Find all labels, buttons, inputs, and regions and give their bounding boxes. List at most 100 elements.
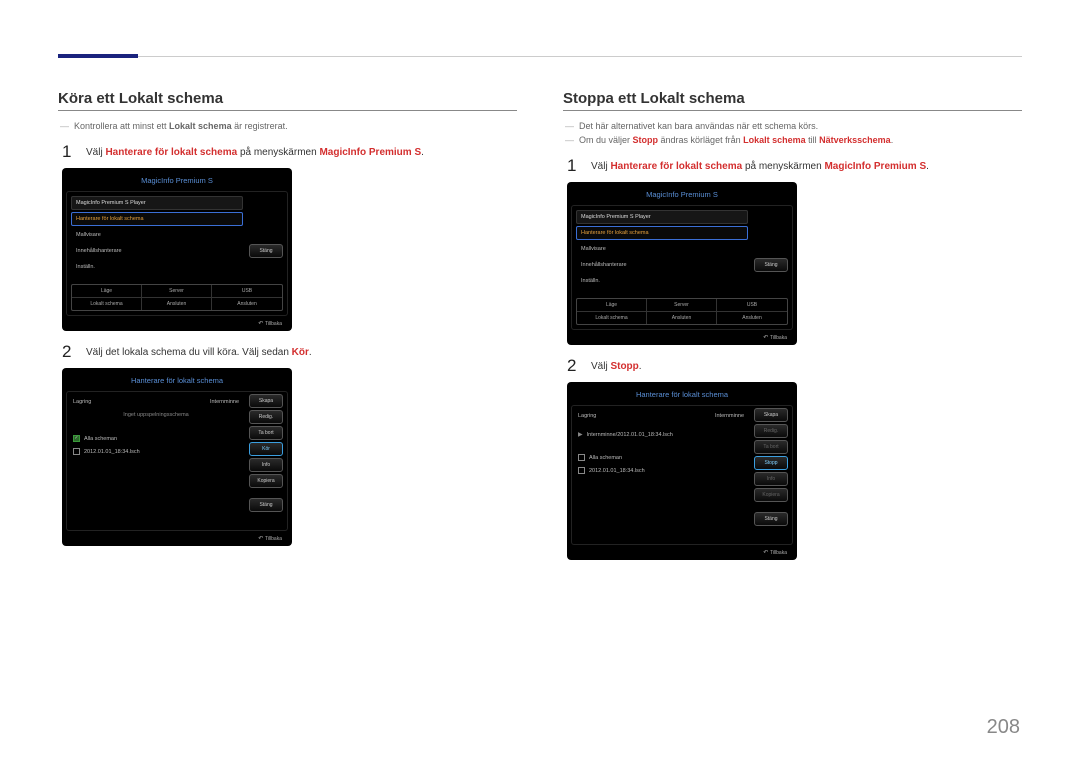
- status-table: Läge Server USB Lokalt schema Ansluten A…: [71, 284, 283, 311]
- back-footer[interactable]: Tillbaka: [66, 316, 288, 329]
- step-number: 1: [567, 157, 581, 174]
- menu-item-installn[interactable]: Inställn.: [71, 260, 243, 274]
- menu-item-hanterare[interactable]: Hanterare för lokalt schema: [71, 212, 243, 226]
- skapa-button[interactable]: Skapa: [249, 394, 283, 408]
- redig-button[interactable]: Redig.: [754, 424, 788, 438]
- step-text: Välj Hanterare för lokalt schema på meny…: [591, 157, 929, 174]
- kopiera-button[interactable]: Kopiera: [754, 488, 788, 502]
- storage-row: Lagring Internminne: [71, 396, 241, 408]
- screen-title: MagicInfo Premium S: [571, 186, 793, 205]
- screen-body: Lagring Internminne ▶ Internminne/2012.0…: [571, 405, 793, 545]
- all-label: Alla scheman: [589, 455, 622, 461]
- td-lage: Lokalt schema: [72, 298, 142, 310]
- playing-row: ▶ Internminne/2012.01.01_18:34.lsch: [576, 428, 746, 441]
- screenshot-left-2: Hanterare för lokalt schema Lagring Inte…: [62, 368, 292, 546]
- right-step-2: 2 Välj Stopp.: [567, 357, 1022, 374]
- storage-row: Lagring Internminne: [576, 410, 746, 422]
- kor-button[interactable]: Kör: [249, 442, 283, 456]
- checkbox-icon[interactable]: [73, 448, 80, 455]
- play-icon: ▶: [578, 431, 583, 438]
- info-button[interactable]: Info: [754, 472, 788, 486]
- menu-item-innehall[interactable]: Innehållshanterare: [71, 244, 243, 258]
- all-schemas-row[interactable]: ✓ Alla scheman: [71, 432, 241, 445]
- th-lage: Läge: [577, 299, 647, 312]
- left-note: Kontrollera att minst ett Lokalt schema …: [58, 121, 517, 131]
- th-server: Server: [647, 299, 717, 312]
- td-server: Ansluten: [142, 298, 212, 310]
- storage-value: Internminne: [715, 413, 744, 419]
- td-usb: Ansluten: [212, 298, 282, 310]
- info-button[interactable]: Info: [249, 458, 283, 472]
- stang-button[interactable]: Stäng: [754, 512, 788, 526]
- left-step-1: 1 Välj Hanterare för lokalt schema på me…: [62, 143, 517, 160]
- file-label: 2012.01.01_18:34.lsch: [84, 449, 140, 455]
- screenshot-left-1: MagicInfo Premium S MagicInfo Premium S …: [62, 168, 292, 331]
- td-lage: Lokalt schema: [577, 312, 647, 324]
- menu-item-mallvisare[interactable]: Mallvisare: [71, 228, 243, 242]
- back-footer[interactable]: Tillbaka: [571, 545, 793, 558]
- close-button[interactable]: Stäng: [249, 244, 283, 258]
- redig-button[interactable]: Redig.: [249, 410, 283, 424]
- th-usb: USB: [717, 299, 787, 312]
- checkbox-icon[interactable]: [578, 467, 585, 474]
- all-schemas-row[interactable]: Alla scheman: [576, 451, 746, 464]
- stopp-button[interactable]: Stopp: [754, 456, 788, 470]
- menu-item-installn[interactable]: Inställn.: [576, 274, 748, 288]
- screen-body: Lagring Internminne Inget uppspelningssc…: [66, 391, 288, 531]
- td-server: Ansluten: [647, 312, 717, 324]
- screen-body: MagicInfo Premium S Player Hanterare för…: [571, 205, 793, 330]
- menu-item-hanterare[interactable]: Hanterare för lokalt schema: [576, 226, 748, 240]
- right-heading: Stoppa ett Lokalt schema: [563, 90, 1022, 111]
- schema-file-row[interactable]: 2012.01.01_18:34.lsch: [576, 464, 746, 477]
- menu-list: MagicInfo Premium S Player Hanterare för…: [576, 210, 748, 288]
- step-text: Välj Hanterare för lokalt schema på meny…: [86, 143, 424, 160]
- content-columns: Köra ett Lokalt schema Kontrollera att m…: [58, 90, 1022, 763]
- checkbox-icon[interactable]: [578, 454, 585, 461]
- kopiera-button[interactable]: Kopiera: [249, 474, 283, 488]
- step-text: Välj Stopp.: [591, 357, 642, 374]
- left-heading: Köra ett Lokalt schema: [58, 90, 517, 111]
- playing-file: Internminne/2012.01.01_18:34.lsch: [587, 432, 673, 438]
- screen-title: Hanterare för lokalt schema: [571, 386, 793, 405]
- back-footer[interactable]: Tillbaka: [571, 330, 793, 343]
- stang-button[interactable]: Stäng: [249, 498, 283, 512]
- header-accent: [58, 54, 138, 58]
- back-footer[interactable]: Tillbaka: [66, 531, 288, 544]
- menu-head: MagicInfo Premium S Player: [576, 210, 748, 224]
- storage-value: Internminne: [210, 399, 239, 405]
- file-label: 2012.01.01_18:34.lsch: [589, 468, 645, 474]
- screen-body: MagicInfo Premium S Player Hanterare för…: [66, 191, 288, 316]
- step-number: 2: [62, 343, 76, 360]
- th-lage: Läge: [72, 285, 142, 298]
- skapa-button[interactable]: Skapa: [754, 408, 788, 422]
- right-note-1: Det här alternativet kan bara användas n…: [563, 121, 1022, 131]
- screenshot-right-2: Hanterare för lokalt schema Lagring Inte…: [567, 382, 797, 560]
- left-step-2: 2 Välj det lokala schema du vill köra. V…: [62, 343, 517, 360]
- th-server: Server: [142, 285, 212, 298]
- right-note-2: Om du väljer Stopp ändras körläget från …: [563, 135, 1022, 145]
- menu-item-innehall[interactable]: Innehållshanterare: [576, 258, 748, 272]
- step-number: 1: [62, 143, 76, 160]
- menu-head: MagicInfo Premium S Player: [71, 196, 243, 210]
- header-rule: [58, 56, 1022, 57]
- no-schedule-msg: Inget uppspelningsschema: [71, 408, 241, 422]
- screen-title: Hanterare för lokalt schema: [66, 372, 288, 391]
- checkbox-icon[interactable]: ✓: [73, 435, 80, 442]
- screenshot-right-1: MagicInfo Premium S MagicInfo Premium S …: [567, 182, 797, 345]
- menu-item-mallvisare[interactable]: Mallvisare: [576, 242, 748, 256]
- schema-file-row[interactable]: 2012.01.01_18:34.lsch: [71, 445, 241, 458]
- th-usb: USB: [212, 285, 282, 298]
- menu-list: MagicInfo Premium S Player Hanterare för…: [71, 196, 243, 274]
- page-number: 208: [987, 716, 1020, 739]
- tabort-button[interactable]: Ta bort: [754, 440, 788, 454]
- storage-label: Lagring: [578, 413, 596, 419]
- right-column: Stoppa ett Lokalt schema Det här alterna…: [563, 90, 1022, 763]
- step-number: 2: [567, 357, 581, 374]
- tabort-button[interactable]: Ta bort: [249, 426, 283, 440]
- close-button[interactable]: Stäng: [754, 258, 788, 272]
- td-usb: Ansluten: [717, 312, 787, 324]
- status-table: Läge Server USB Lokalt schema Ansluten A…: [576, 298, 788, 325]
- all-label: Alla scheman: [84, 436, 117, 442]
- left-column: Köra ett Lokalt schema Kontrollera att m…: [58, 90, 517, 763]
- right-step-1: 1 Välj Hanterare för lokalt schema på me…: [567, 157, 1022, 174]
